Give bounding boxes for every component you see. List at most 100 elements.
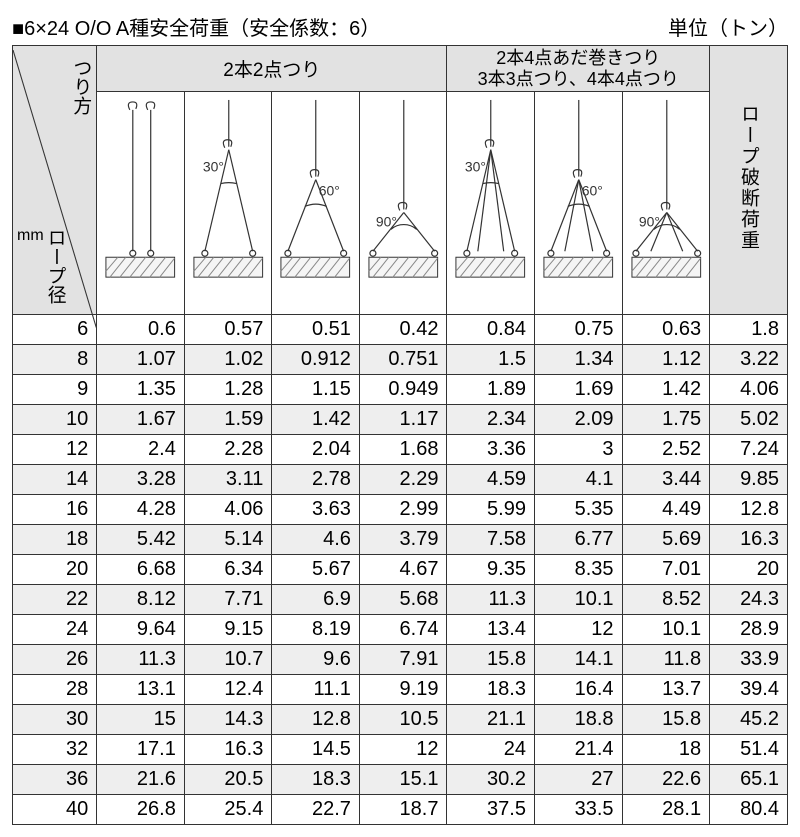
load-value-cell: 9.6 bbox=[272, 645, 360, 675]
breaking-load-cell: 24.3 bbox=[710, 585, 788, 615]
breaking-load-cell: 3.22 bbox=[710, 345, 788, 375]
rope-diameter-cell: 30 bbox=[13, 705, 97, 735]
load-value-cell: 2.29 bbox=[359, 465, 447, 495]
title-row: ■6×24 O/O A種安全荷重（安全係数：6） 単位（トン） bbox=[12, 12, 788, 41]
load-value-cell: 6.68 bbox=[97, 555, 185, 585]
diagram-svg-4: 90° bbox=[360, 92, 447, 309]
load-value-cell: 12 bbox=[359, 735, 447, 765]
load-value-cell: 13.1 bbox=[97, 675, 185, 705]
diagram-5-30deg-multi: 30° bbox=[447, 92, 535, 315]
table-row: 101.671.591.421.172.342.091.755.02 bbox=[13, 405, 788, 435]
rope-diameter-cell: 32 bbox=[13, 735, 97, 765]
load-value-cell: 17.1 bbox=[97, 735, 185, 765]
load-value-cell: 14.1 bbox=[534, 645, 622, 675]
load-value-cell: 5.14 bbox=[184, 525, 272, 555]
load-value-cell: 5.42 bbox=[97, 525, 185, 555]
diagram-svg-6: 60° bbox=[535, 92, 622, 309]
load-value-cell: 6.77 bbox=[534, 525, 622, 555]
load-table: つり方 ロープ径mm 2本2点つり 2本4点あだ巻きつり 3本3点つり、4本4点… bbox=[12, 45, 788, 825]
rope-diameter-cell: 26 bbox=[13, 645, 97, 675]
angle-label-60: 60° bbox=[319, 183, 340, 199]
load-value-cell: 1.28 bbox=[184, 375, 272, 405]
load-value-cell: 5.35 bbox=[534, 495, 622, 525]
load-value-cell: 3.79 bbox=[359, 525, 447, 555]
table-row: 3217.116.314.5122421.41851.4 bbox=[13, 735, 788, 765]
rope-diameter-cell: 10 bbox=[13, 405, 97, 435]
load-value-cell: 2.4 bbox=[97, 435, 185, 465]
load-value-cell: 4.06 bbox=[184, 495, 272, 525]
rope-diameter-cell: 18 bbox=[13, 525, 97, 555]
load-value-cell: 15.1 bbox=[359, 765, 447, 795]
rope-diameter-cell: 16 bbox=[13, 495, 97, 525]
table-row: 301514.312.810.521.118.815.845.2 bbox=[13, 705, 788, 735]
title-main: 6×24 O/O A種安全荷重（安全係数：6） bbox=[24, 18, 380, 40]
diagram-svg-1 bbox=[97, 92, 184, 309]
load-value-cell: 2.99 bbox=[359, 495, 447, 525]
load-value-cell: 0.51 bbox=[272, 315, 360, 345]
load-value-cell: 1.34 bbox=[534, 345, 622, 375]
breaking-load-cell: 4.06 bbox=[710, 375, 788, 405]
title-left: ■6×24 O/O A種安全荷重（安全係数：6） bbox=[12, 12, 380, 41]
load-value-cell: 0.75 bbox=[534, 315, 622, 345]
load-value-cell: 21.6 bbox=[97, 765, 185, 795]
breaking-load-cell: 28.9 bbox=[710, 615, 788, 645]
load-value-cell: 5.68 bbox=[359, 585, 447, 615]
group-header-2: 2本4点あだ巻きつり 3本3点つり、4本4点つり bbox=[447, 46, 710, 92]
load-value-cell: 1.68 bbox=[359, 435, 447, 465]
load-value-cell: 12.4 bbox=[184, 675, 272, 705]
load-value-cell: 9.35 bbox=[447, 555, 535, 585]
load-value-cell: 22.7 bbox=[272, 795, 360, 825]
rope-diameter-cell: 14 bbox=[13, 465, 97, 495]
breaking-load-cell: 7.24 bbox=[710, 435, 788, 465]
load-value-cell: 25.4 bbox=[184, 795, 272, 825]
angle-label-30: 30° bbox=[203, 159, 224, 175]
load-value-cell: 14.5 bbox=[272, 735, 360, 765]
load-value-cell: 2.04 bbox=[272, 435, 360, 465]
breaking-load-cell: 20 bbox=[710, 555, 788, 585]
load-value-cell: 0.42 bbox=[359, 315, 447, 345]
table-body: 60.60.570.510.420.840.750.631.881.071.02… bbox=[13, 315, 788, 825]
load-value-cell: 4.59 bbox=[447, 465, 535, 495]
title-unit: 単位（トン） bbox=[668, 12, 788, 41]
load-value-cell: 3.63 bbox=[272, 495, 360, 525]
load-value-cell: 2.52 bbox=[622, 435, 710, 465]
load-value-cell: 4.6 bbox=[272, 525, 360, 555]
table-row: 4026.825.422.718.737.533.528.180.4 bbox=[13, 795, 788, 825]
diagram-svg-3: 60° bbox=[272, 92, 359, 309]
load-value-cell: 1.17 bbox=[359, 405, 447, 435]
load-value-cell: 24 bbox=[447, 735, 535, 765]
load-value-cell: 2.28 bbox=[184, 435, 272, 465]
load-value-cell: 11.3 bbox=[447, 585, 535, 615]
rope-diameter-cell: 24 bbox=[13, 615, 97, 645]
load-value-cell: 0.751 bbox=[359, 345, 447, 375]
load-value-cell: 10.1 bbox=[622, 615, 710, 645]
table-row: 60.60.570.510.420.840.750.631.8 bbox=[13, 315, 788, 345]
load-value-cell: 18 bbox=[622, 735, 710, 765]
load-value-cell: 7.71 bbox=[184, 585, 272, 615]
load-value-cell: 1.69 bbox=[534, 375, 622, 405]
load-value-cell: 9.15 bbox=[184, 615, 272, 645]
load-value-cell: 4.28 bbox=[97, 495, 185, 525]
diagram-1-straight bbox=[97, 92, 185, 315]
load-value-cell: 0.57 bbox=[184, 315, 272, 345]
rope-diameter-text: ロープ径 bbox=[45, 228, 66, 304]
diagram-svg-7: 90° bbox=[623, 92, 710, 309]
table-row: 2813.112.411.19.1918.316.413.739.4 bbox=[13, 675, 788, 705]
load-value-cell: 13.7 bbox=[622, 675, 710, 705]
breaking-load-cell: 80.4 bbox=[710, 795, 788, 825]
breaking-load-cell: 33.9 bbox=[710, 645, 788, 675]
table-row: 164.284.063.632.995.995.354.4912.8 bbox=[13, 495, 788, 525]
load-value-cell: 16.4 bbox=[534, 675, 622, 705]
load-value-cell: 1.67 bbox=[97, 405, 185, 435]
load-value-cell: 16.3 bbox=[184, 735, 272, 765]
angle-label-30b: 30° bbox=[465, 159, 486, 175]
rope-diameter-unit: mm bbox=[17, 228, 44, 244]
load-value-cell: 18.7 bbox=[359, 795, 447, 825]
load-value-cell: 26.8 bbox=[97, 795, 185, 825]
rope-diameter-cell: 22 bbox=[13, 585, 97, 615]
table-row: 2611.310.79.67.9115.814.111.833.9 bbox=[13, 645, 788, 675]
rope-diameter-cell: 20 bbox=[13, 555, 97, 585]
breaking-load-cell: 16.3 bbox=[710, 525, 788, 555]
load-value-cell: 15 bbox=[97, 705, 185, 735]
load-value-cell: 9.19 bbox=[359, 675, 447, 705]
